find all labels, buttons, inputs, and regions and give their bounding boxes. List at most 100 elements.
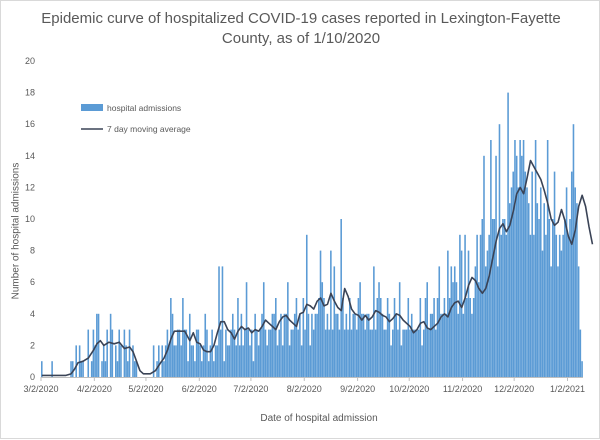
admissions-bar [510, 187, 513, 377]
y-tick-label: 18 [25, 88, 35, 98]
admissions-bar [400, 345, 403, 377]
admissions-bar [333, 266, 336, 377]
admissions-bar [218, 266, 220, 377]
admissions-bar [106, 329, 108, 377]
admissions-bar [505, 234, 508, 377]
admissions-bar [395, 313, 398, 377]
admissions-bar [237, 298, 239, 377]
admissions-bar [392, 329, 394, 377]
admissions-bar [285, 313, 287, 377]
admissions-bar [269, 329, 272, 377]
admissions-bar [503, 219, 506, 377]
admissions-bar [178, 329, 181, 377]
admissions-bar [335, 313, 337, 377]
admissions-bar [324, 329, 327, 377]
x-tick-label: 7/2/2020 [233, 384, 268, 394]
admissions-bar [562, 234, 564, 377]
admissions-bar [188, 313, 191, 377]
admissions-bar [214, 345, 217, 377]
admissions-bar [238, 345, 241, 377]
admissions-bar [197, 329, 200, 377]
admissions-bar [373, 266, 375, 377]
y-tick-label: 0 [30, 372, 35, 382]
admissions-bar [343, 329, 346, 377]
admissions-bar [326, 313, 329, 377]
admissions-bar [252, 361, 255, 377]
admissions-bar [558, 234, 561, 377]
admissions-bar [567, 234, 570, 377]
admissions-bar [256, 329, 258, 377]
x-tick-label: 10/2/2020 [389, 384, 429, 394]
admissions-bar [486, 250, 489, 377]
admissions-bar [471, 313, 473, 377]
admissions-bar [278, 329, 281, 377]
admissions-bar [426, 282, 428, 377]
admissions-bar [295, 298, 298, 377]
legend: hospital admissions 7 day moving average [81, 103, 191, 134]
admissions-bar [175, 345, 177, 377]
admissions-bar [460, 250, 463, 377]
admissions-bar [496, 266, 499, 377]
admissions-bar [381, 313, 384, 377]
chart-title-line-2: County, as of 1/10/2020 [221, 30, 381, 47]
admissions-bar [390, 345, 392, 377]
x-tick-label: 11/2/2020 [443, 384, 482, 394]
admissions-bar [194, 361, 196, 377]
admissions-bar [550, 266, 552, 377]
admissions-bar [464, 234, 466, 377]
admissions-bar [397, 329, 399, 377]
admissions-bars [41, 92, 583, 377]
admissions-bar [498, 124, 501, 377]
admissions-bar [321, 282, 324, 377]
admissions-bar [440, 313, 442, 377]
admissions-bar [275, 298, 277, 377]
admissions-bar [297, 329, 299, 377]
admissions-bar [300, 345, 303, 377]
admissions-bar [386, 298, 389, 377]
moving-average-line-group [41, 159, 594, 377]
admissions-bar [281, 345, 284, 377]
admissions-bar [483, 155, 485, 377]
y-tick-label: 6 [30, 277, 35, 287]
admissions-bar [114, 345, 117, 377]
admissions-bar [128, 329, 131, 377]
admissions-bar [225, 329, 227, 377]
admissions-bar [579, 329, 582, 377]
y-tick-label: 4 [30, 309, 35, 319]
admissions-bar [213, 361, 215, 377]
admissions-bar [259, 329, 262, 377]
admissions-bar [462, 313, 465, 377]
x-tick-label: 4/2/2020 [77, 384, 112, 394]
admissions-bar [514, 140, 516, 377]
admissions-bar [299, 313, 301, 377]
x-tick-label: 1/2/2021 [550, 384, 585, 394]
admissions-bar [273, 313, 275, 377]
admissions-bar [422, 329, 425, 377]
admissions-bar [116, 361, 119, 377]
admissions-bar [491, 219, 494, 377]
admissions-bar [102, 345, 105, 377]
admissions-bar [41, 361, 43, 377]
admissions-bar [173, 345, 176, 377]
admissions-bar [369, 329, 372, 377]
admissions-bar [545, 234, 547, 377]
admissions-bar [288, 345, 291, 377]
admissions-bar [484, 266, 487, 377]
admissions-bar [262, 282, 265, 377]
admissions-bar [216, 345, 219, 377]
admissions-bar [416, 329, 418, 377]
admissions-bar [94, 345, 96, 377]
admissions-bar [350, 329, 353, 377]
admissions-bar [374, 329, 377, 377]
admissions-bar [552, 219, 554, 377]
admissions-bar [283, 313, 286, 377]
admissions-bar [171, 313, 174, 377]
admissions-bar [249, 345, 251, 377]
admissions-bar [166, 329, 169, 377]
admissions-bar [378, 282, 380, 377]
admissions-bar [226, 345, 229, 377]
admissions-bar [71, 361, 74, 377]
admissions-bar [276, 345, 279, 377]
admissions-bar [311, 313, 313, 377]
admissions-bar [209, 345, 212, 377]
